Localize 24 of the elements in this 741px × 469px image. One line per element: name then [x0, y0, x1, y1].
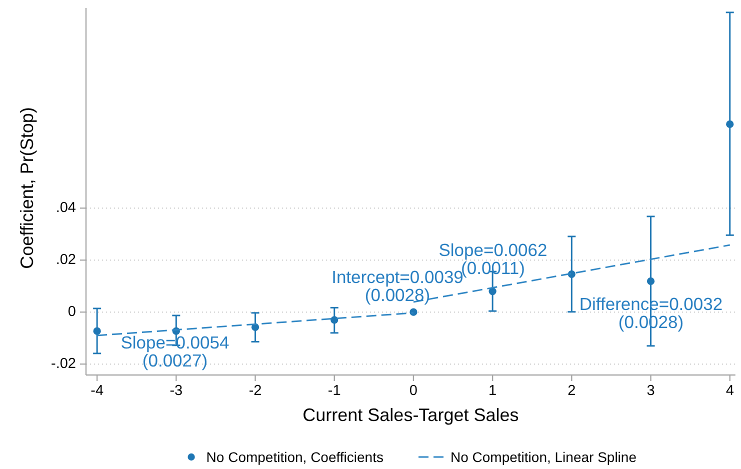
- x-tick-label: -2: [248, 383, 262, 399]
- x-tick-label: 2: [568, 383, 576, 399]
- x-tick-label: -1: [328, 383, 341, 399]
- x-axis-title: Current Sales-Target Sales: [302, 405, 519, 425]
- x-tick-label: 0: [409, 383, 418, 399]
- y-axis-title: Coefficient, Pr(Stop): [17, 107, 37, 269]
- x-tick-label: 1: [488, 383, 497, 399]
- legend-label: No Competition, Coefficients: [206, 449, 384, 465]
- point: [726, 120, 734, 128]
- x-tick-label: 4: [726, 383, 734, 399]
- point: [646, 277, 655, 285]
- point: [410, 308, 418, 316]
- y-tick-label: .04: [56, 200, 76, 216]
- y-tick-label: 0: [68, 304, 76, 320]
- x-tick-label: -4: [90, 383, 104, 399]
- point: [330, 316, 338, 324]
- y-tick-label: -.02: [51, 356, 76, 372]
- point: [93, 327, 101, 335]
- y-tick-label: .02: [56, 252, 76, 268]
- annotation: Slope=0.0054 (0.0027): [120, 332, 230, 371]
- x-tick-label: -3: [170, 383, 183, 399]
- legend-label: No Competition, Linear Spline: [450, 449, 637, 465]
- point: [488, 287, 496, 296]
- x-tick-label: 3: [646, 383, 655, 399]
